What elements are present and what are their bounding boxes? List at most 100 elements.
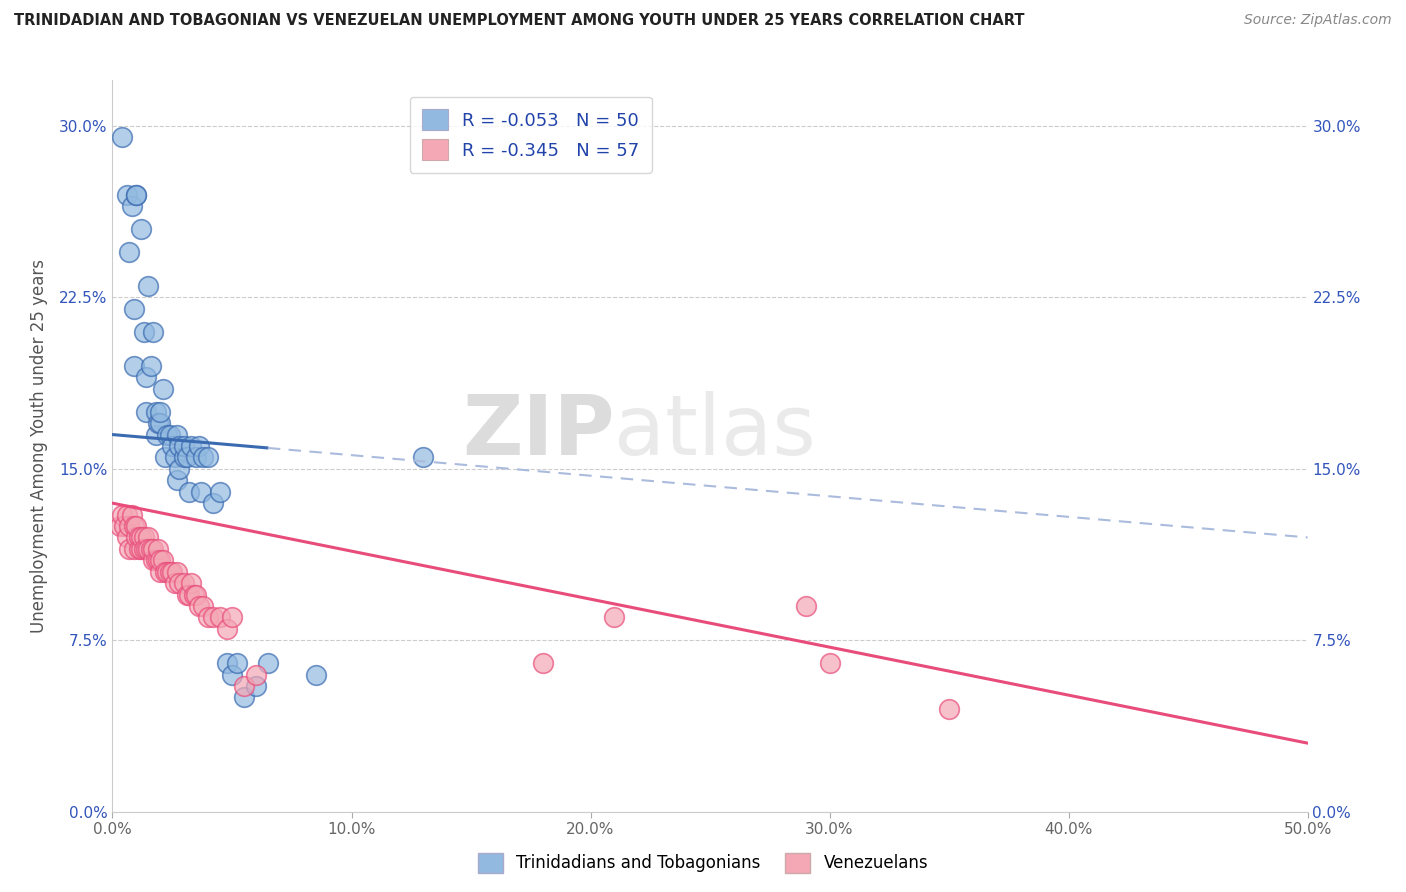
Point: [122, 541, 145, 556]
Point: [183, 588, 205, 602]
Point: [166, 473, 188, 487]
Point: [186, 588, 208, 602]
Point: [173, 439, 195, 453]
Point: [245, 667, 267, 681]
Point: [173, 576, 195, 591]
Legend: Trinidadians and Tobagonians, Venezuelans: Trinidadians and Tobagonians, Venezuelan…: [471, 847, 935, 880]
Point: [139, 541, 162, 556]
Point: [221, 610, 243, 624]
Point: [169, 462, 191, 476]
Point: [257, 656, 280, 670]
Point: [122, 359, 145, 373]
Point: [111, 508, 134, 522]
Point: [233, 690, 256, 705]
Point: [186, 450, 208, 465]
Point: [149, 405, 172, 419]
Point: [412, 450, 434, 465]
Point: [118, 244, 141, 259]
Point: [190, 484, 212, 499]
Point: [180, 576, 202, 591]
Point: [233, 679, 256, 693]
Point: [938, 702, 960, 716]
Point: [156, 427, 179, 442]
Point: [142, 553, 165, 567]
Point: [125, 187, 148, 202]
Point: [217, 656, 239, 670]
Point: [166, 427, 188, 442]
Point: [149, 565, 172, 579]
Point: [180, 439, 202, 453]
Point: [173, 450, 195, 465]
Point: [169, 576, 191, 591]
Point: [129, 530, 152, 544]
Point: [159, 565, 181, 579]
Point: [193, 450, 215, 465]
Point: [146, 416, 169, 430]
Point: [128, 541, 150, 556]
Point: [146, 553, 169, 567]
Point: [153, 450, 176, 465]
Point: [129, 541, 152, 556]
Point: [177, 588, 200, 602]
Point: [209, 610, 232, 624]
Point: [138, 541, 160, 556]
Point: [118, 519, 141, 533]
Point: [176, 588, 198, 602]
Text: TRINIDADIAN AND TOBAGONIAN VS VENEZUELAN UNEMPLOYMENT AMONG YOUTH UNDER 25 YEARS: TRINIDADIAN AND TOBAGONIAN VS VENEZUELAN…: [14, 13, 1025, 29]
Point: [162, 439, 183, 453]
Point: [145, 553, 167, 567]
Point: [139, 359, 162, 373]
Point: [209, 484, 232, 499]
Point: [115, 530, 138, 544]
Point: [132, 530, 155, 544]
Text: Source: ZipAtlas.com: Source: ZipAtlas.com: [1244, 13, 1392, 28]
Point: [225, 656, 247, 670]
Point: [121, 508, 143, 522]
Point: [305, 667, 328, 681]
Point: [142, 325, 165, 339]
Point: [201, 610, 224, 624]
Point: [115, 187, 138, 202]
Point: [201, 496, 224, 510]
Point: [122, 519, 145, 533]
Point: [118, 541, 141, 556]
Legend: R = -0.053   N = 50, R = -0.345   N = 57: R = -0.053 N = 50, R = -0.345 N = 57: [409, 96, 652, 173]
Point: [108, 519, 131, 533]
Point: [138, 530, 160, 544]
Point: [245, 679, 267, 693]
Point: [794, 599, 817, 613]
Point: [125, 519, 148, 533]
Point: [187, 599, 209, 613]
Point: [197, 450, 219, 465]
Point: [603, 610, 626, 624]
Point: [818, 656, 841, 670]
Point: [145, 405, 167, 419]
Point: [169, 439, 191, 453]
Point: [197, 610, 219, 624]
Point: [138, 279, 160, 293]
Point: [163, 450, 186, 465]
Point: [156, 565, 179, 579]
Point: [163, 576, 186, 591]
Point: [217, 622, 239, 636]
Point: [221, 667, 243, 681]
Y-axis label: Unemployment Among Youth under 25 years: Unemployment Among Youth under 25 years: [30, 259, 48, 633]
Point: [531, 656, 554, 670]
Point: [125, 187, 148, 202]
Point: [152, 553, 174, 567]
Point: [111, 130, 134, 145]
Point: [166, 565, 188, 579]
Point: [187, 439, 209, 453]
Point: [142, 541, 165, 556]
Point: [129, 222, 152, 236]
Point: [125, 530, 148, 544]
Point: [128, 530, 150, 544]
Point: [193, 599, 215, 613]
Point: [135, 541, 157, 556]
Point: [132, 541, 155, 556]
Point: [159, 427, 181, 442]
Point: [149, 416, 172, 430]
Point: [135, 370, 157, 384]
Point: [135, 405, 157, 419]
Point: [146, 541, 169, 556]
